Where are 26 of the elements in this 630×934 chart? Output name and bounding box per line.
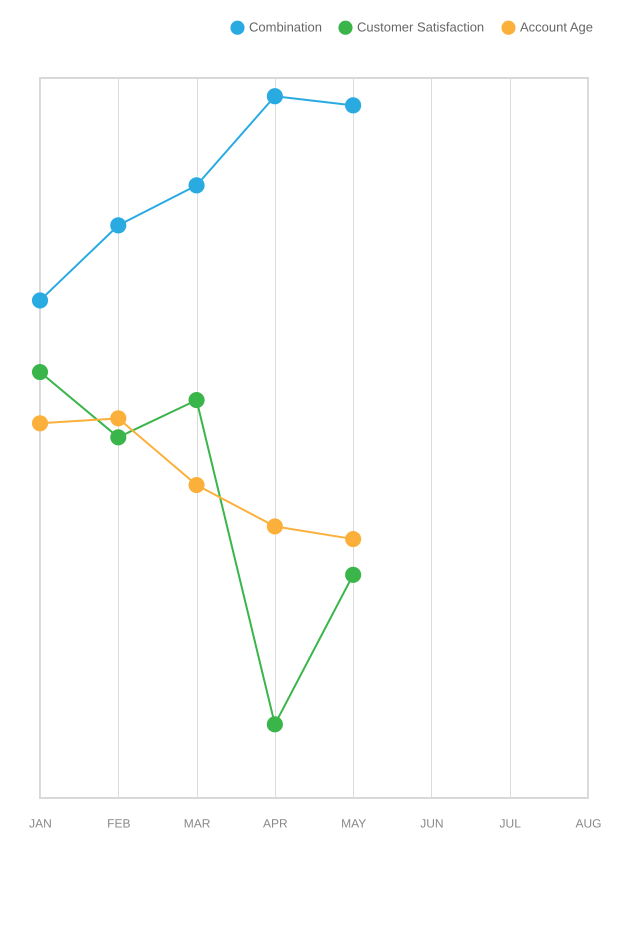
x-tick-label: MAY — [341, 816, 366, 830]
x-tick-label: JUN — [420, 816, 444, 830]
point — [188, 392, 205, 408]
point — [32, 415, 48, 432]
x-tick-label: MAR — [184, 816, 211, 830]
point — [32, 292, 48, 308]
point — [32, 364, 48, 380]
x-tick-label: JAN — [29, 816, 52, 830]
x-tick-label: AUG — [575, 816, 602, 830]
point — [345, 531, 362, 548]
x-tick-label: JUL — [500, 816, 522, 830]
point — [345, 97, 362, 114]
point — [266, 88, 283, 104]
point — [266, 716, 283, 732]
legend-label: Combination — [249, 20, 322, 35]
point — [345, 566, 362, 583]
x-tick-label: APR — [263, 816, 288, 830]
point — [188, 476, 205, 494]
point — [110, 410, 126, 426]
point — [266, 518, 283, 534]
x-tick-label: FEB — [107, 816, 130, 830]
point — [188, 177, 205, 194]
legend-label: Account Age — [520, 20, 593, 35]
point — [110, 429, 126, 446]
point — [110, 217, 126, 234]
legend-label: Customer Satisfaction — [357, 20, 484, 35]
